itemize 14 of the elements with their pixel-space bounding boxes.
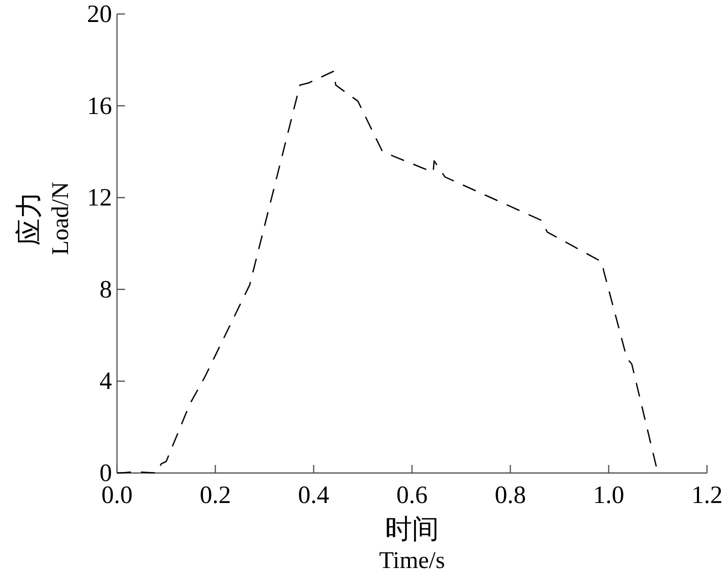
x-tick-label: 1.2 xyxy=(691,482,723,509)
y-tick-label: 12 xyxy=(87,184,112,212)
y-tick-label: 4 xyxy=(100,368,112,396)
x-tick-label: 1.0 xyxy=(593,482,624,509)
x-tick-label: 0.6 xyxy=(396,482,428,509)
y-tick-label: 20 xyxy=(87,1,112,28)
y-tick-label: 16 xyxy=(87,92,112,120)
x-axis-title: 时间 Time/s xyxy=(379,514,445,574)
y-axis-title: 应力 Load/N xyxy=(14,182,74,256)
x-tick-label: 0.2 xyxy=(200,482,231,509)
x-tick-label: 0.4 xyxy=(298,482,330,509)
y-tick-label: 8 xyxy=(100,276,112,304)
line-series xyxy=(116,70,658,474)
x-tick-label: 0.8 xyxy=(494,482,526,509)
